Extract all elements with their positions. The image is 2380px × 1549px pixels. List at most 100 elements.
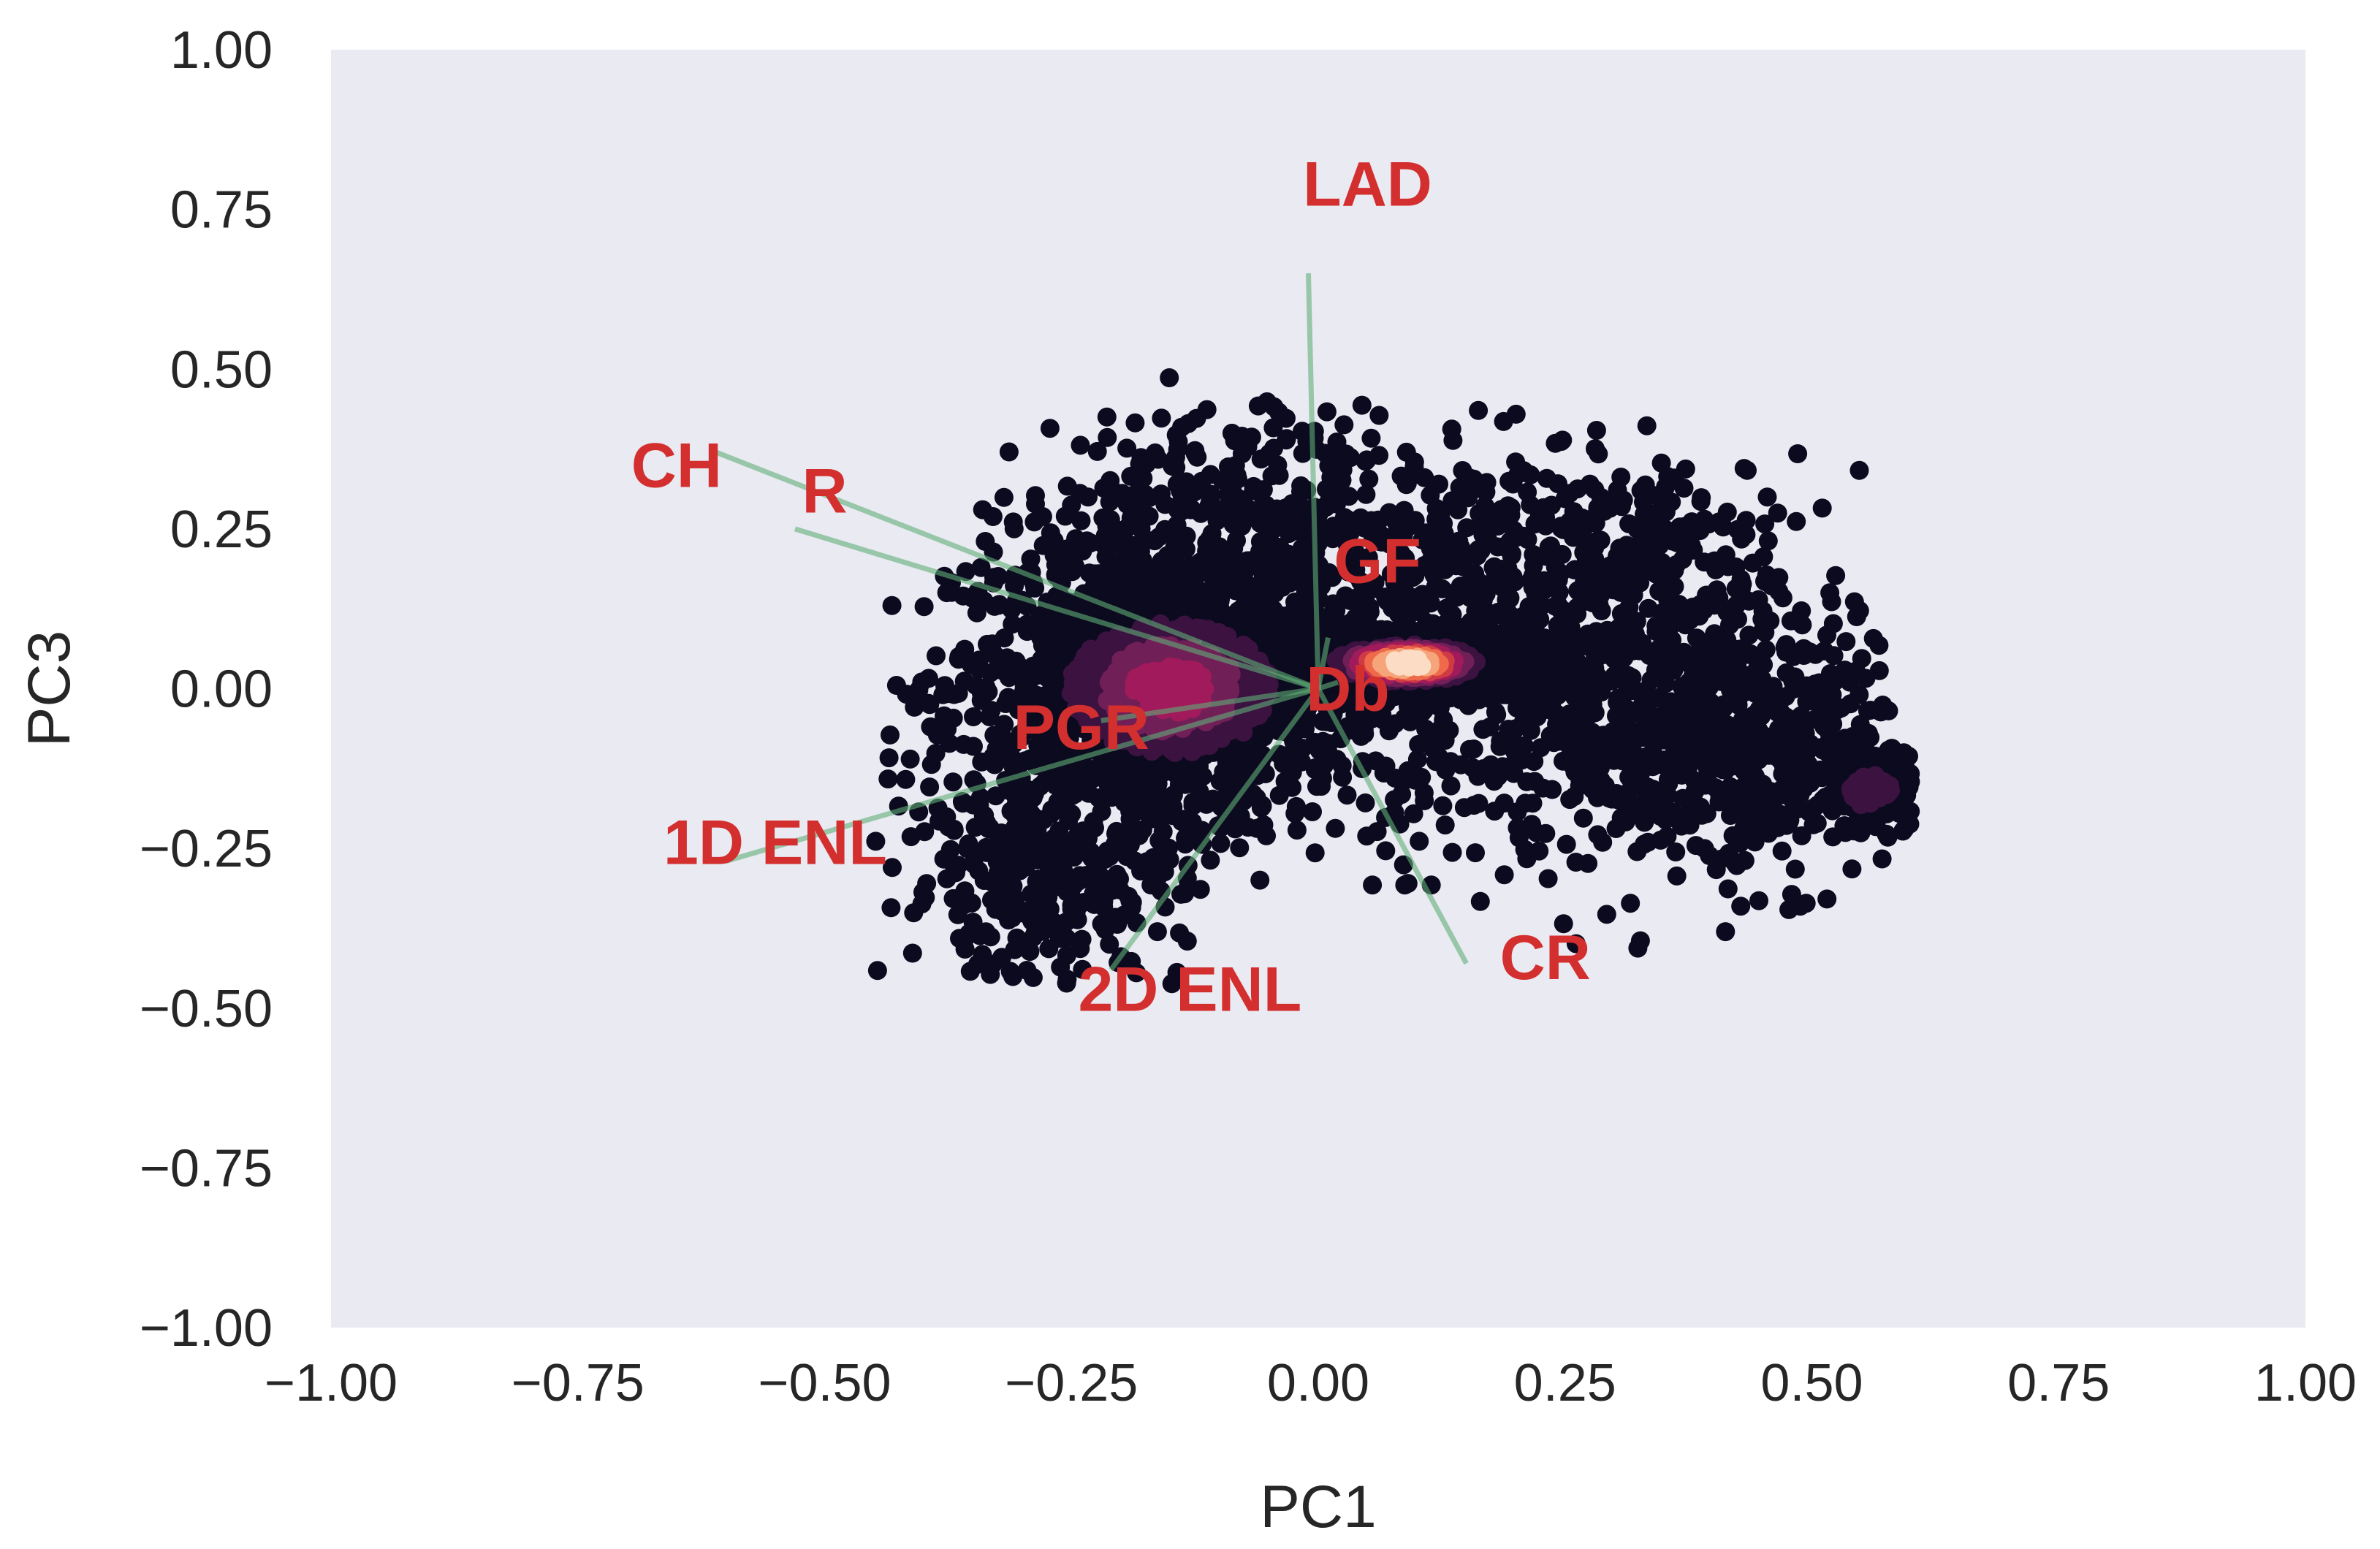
- scatter-point: [955, 881, 975, 901]
- scatter-point: [1071, 435, 1090, 455]
- scatter-point: [1768, 503, 1787, 523]
- scatter-point: [1152, 408, 1171, 428]
- scatter-point: [943, 772, 963, 792]
- x-tick-label: 1.00: [2254, 1354, 2357, 1412]
- scatter-point: [1410, 831, 1429, 851]
- scatter-point: [1442, 842, 1462, 862]
- scatter-point: [1686, 836, 1706, 856]
- scatter-point: [1201, 850, 1220, 870]
- scatter-point: [1687, 628, 1706, 648]
- loading-label: 2D ENL: [1078, 955, 1301, 1025]
- scatter-point: [1072, 929, 1092, 949]
- scatter-point: [1376, 841, 1396, 861]
- scatter-point: [1828, 700, 1847, 720]
- scatter-point: [1556, 834, 1576, 854]
- scatter-point: [1166, 457, 1186, 477]
- scatter-point: [1356, 793, 1375, 812]
- scatter-point: [1649, 582, 1669, 601]
- scatter-point: [1326, 818, 1345, 838]
- scatter-point: [1755, 514, 1775, 534]
- scatter-point: [1739, 625, 1759, 645]
- scatter-point: [1586, 421, 1606, 440]
- scatter-point: [1630, 931, 1650, 951]
- scatter-point: [1826, 566, 1846, 585]
- scatter-point: [1398, 652, 1418, 672]
- scatter-point: [1466, 843, 1485, 863]
- scatter-point: [1262, 466, 1282, 486]
- scatter-point: [1844, 592, 1864, 612]
- scatter-points: [866, 368, 1920, 994]
- scatter-point: [1757, 487, 1777, 507]
- scatter-point: [1824, 646, 1844, 666]
- scatter-point: [1817, 625, 1836, 645]
- scatter-point: [1731, 897, 1751, 916]
- scatter-point: [1674, 479, 1694, 498]
- scatter-point: [1000, 962, 1020, 981]
- scatter-point: [973, 945, 992, 964]
- scatter-point: [1782, 885, 1801, 905]
- scatter-point: [1286, 796, 1306, 816]
- scatter-point: [1607, 706, 1626, 726]
- scatter-point: [1097, 407, 1117, 427]
- scatter-point: [1144, 848, 1163, 867]
- scatter-point: [1849, 460, 1869, 480]
- scatter-point: [1718, 879, 1738, 899]
- loading-label: CR: [1500, 923, 1591, 993]
- x-tick-label: −1.00: [265, 1354, 398, 1412]
- scatter-point: [1187, 447, 1207, 467]
- scatter-point: [1098, 427, 1117, 447]
- scatter-point: [1871, 702, 1890, 722]
- scatter-point: [1566, 934, 1586, 954]
- scatter-point: [1160, 368, 1179, 387]
- scatter-point: [1538, 869, 1558, 888]
- scatter-point: [1796, 894, 1816, 913]
- scatter-point: [1305, 843, 1325, 863]
- scatter-point: [1589, 444, 1608, 464]
- scatter-point: [983, 507, 1003, 526]
- scatter-point: [1758, 531, 1778, 551]
- scatter-point: [1317, 402, 1337, 422]
- scatter-point: [1293, 444, 1312, 463]
- scatter-point: [1635, 505, 1654, 525]
- loading-label: PGR: [1014, 693, 1149, 763]
- scatter-point: [1658, 770, 1678, 790]
- scatter-point: [866, 831, 886, 851]
- scatter-point: [1588, 825, 1608, 845]
- scatter-point: [1573, 808, 1593, 828]
- scatter-point: [1073, 959, 1092, 979]
- scatter-point: [1788, 444, 1808, 463]
- scatter-point: [1385, 573, 1404, 593]
- scatter-point: [1437, 598, 1456, 618]
- y-tick-label: 0.75: [170, 181, 273, 240]
- scatter-point: [1287, 821, 1307, 840]
- scatter-point: [1460, 739, 1479, 759]
- scatter-point: [1627, 842, 1647, 861]
- scatter-point: [1004, 519, 1024, 538]
- x-tick-label: −0.75: [512, 1354, 645, 1412]
- scatter-point: [879, 748, 899, 768]
- loading-label: CH: [631, 430, 722, 501]
- y-tick-label: 0.25: [170, 501, 273, 559]
- scatter-point: [1040, 419, 1060, 438]
- loading-label: GF: [1334, 527, 1421, 597]
- scatter-point: [1619, 767, 1639, 787]
- scatter-point: [1869, 636, 1889, 655]
- scatter-point: [1522, 815, 1542, 834]
- scatter-point: [1230, 838, 1250, 858]
- scatter-point: [1125, 413, 1145, 433]
- scatter-point: [1107, 864, 1127, 884]
- scatter-point: [920, 695, 940, 715]
- scatter-point: [1251, 449, 1271, 469]
- scatter-point: [1087, 441, 1107, 461]
- scatter-point: [1720, 615, 1739, 635]
- scatter-point: [1732, 529, 1752, 549]
- scatter-point: [1546, 596, 1565, 616]
- x-tick-labels: −1.00 −0.75 −0.50 −0.25 0.00 0.25 0.50 0.75 1.00: [265, 1354, 2357, 1412]
- y-tick-label: −0.25: [140, 820, 273, 878]
- scatter-point: [995, 715, 1014, 734]
- scatter-point: [1505, 742, 1525, 762]
- scatter-point: [1734, 459, 1754, 479]
- scatter-point: [1781, 611, 1801, 631]
- scatter-point: [881, 898, 901, 918]
